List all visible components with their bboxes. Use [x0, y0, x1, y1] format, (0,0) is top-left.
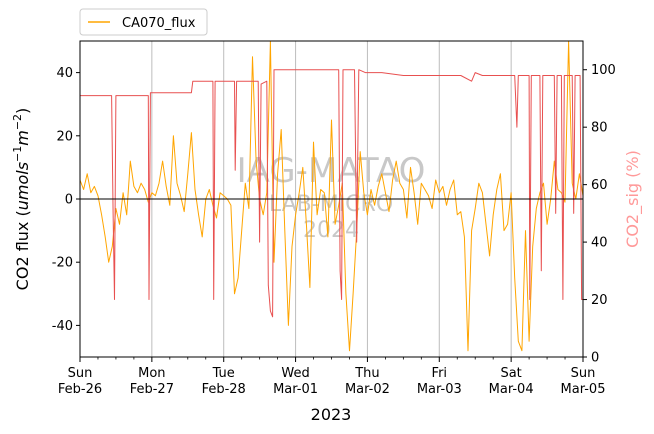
x-tick-label-date: Feb-28 — [202, 382, 246, 397]
y-axis-title-unit-1: umols — [13, 162, 32, 210]
y2-tick-label: 40 — [591, 236, 608, 251]
x-axis-title: 2023 — [311, 405, 352, 424]
watermark: IAG-MATAO LAB-MICRO 2024 — [237, 151, 426, 243]
x-tick-label-day: Thu — [354, 366, 379, 381]
y-tick-label: -40 — [52, 319, 73, 334]
x-tick-label-day: Fri — [432, 366, 448, 381]
y-axis-title-unit-2: m — [13, 130, 32, 146]
y-tick-label: -20 — [52, 256, 73, 271]
ticks-layer: -40-2002040020406080100SunFeb-26MonFeb-2… — [52, 63, 616, 397]
y2-tick-label: 80 — [591, 121, 608, 136]
x-tick-label-day: Sun — [68, 366, 93, 381]
x-tick-label-day: Wed — [281, 366, 309, 381]
y-axis-title: CO2 flux (umols−1m−2) — [11, 108, 32, 291]
x-tick-label-day: Sat — [500, 366, 521, 381]
legend-box — [79, 8, 208, 36]
y-tick-label: 20 — [56, 129, 73, 144]
y-axis-title-exp-1: −1 — [11, 146, 24, 162]
y2-tick-label: 20 — [591, 293, 608, 308]
y-axis-title-prefix: CO2 flux ( — [13, 210, 32, 290]
legend: CA070_flux — [79, 8, 208, 36]
x-tick-label-date: Mar-04 — [489, 382, 534, 397]
x-tick-label-date: Mar-02 — [345, 382, 390, 397]
x-tick-label-date: Feb-27 — [130, 382, 174, 397]
y2-axis-title: CO2_sig (%) — [623, 150, 643, 248]
y-tick-label: 0 — [65, 193, 73, 208]
x-tick-label-date: Mar-03 — [417, 382, 462, 397]
x-tick-label-date: Mar-05 — [561, 382, 606, 397]
y2-tick-label: 60 — [591, 178, 608, 193]
y-axis-title-suffix: ) — [13, 108, 32, 114]
x-tick-label-day: Mon — [138, 366, 165, 381]
y2-tick-label: 100 — [591, 63, 616, 78]
series-line-co2-sig — [80, 69, 583, 318]
y-axis-title-exp-2: −2 — [11, 114, 24, 130]
y2-tick-label: 0 — [591, 351, 599, 366]
series-line-ca070-flux — [79, 40, 584, 352]
x-tick-label-date: Mar-01 — [273, 382, 318, 397]
y-tick-label: 40 — [56, 66, 73, 81]
x-tick-label-date: Feb-26 — [58, 382, 102, 397]
legend-label: CA070_flux — [122, 16, 196, 31]
watermark-line-3: 2024 — [303, 218, 359, 243]
x-tick-label-day: Tue — [212, 366, 235, 381]
x-tick-label-day: Sun — [571, 366, 596, 381]
watermark-line-1: IAG-MATAO — [237, 151, 426, 191]
series-layer — [79, 40, 584, 352]
